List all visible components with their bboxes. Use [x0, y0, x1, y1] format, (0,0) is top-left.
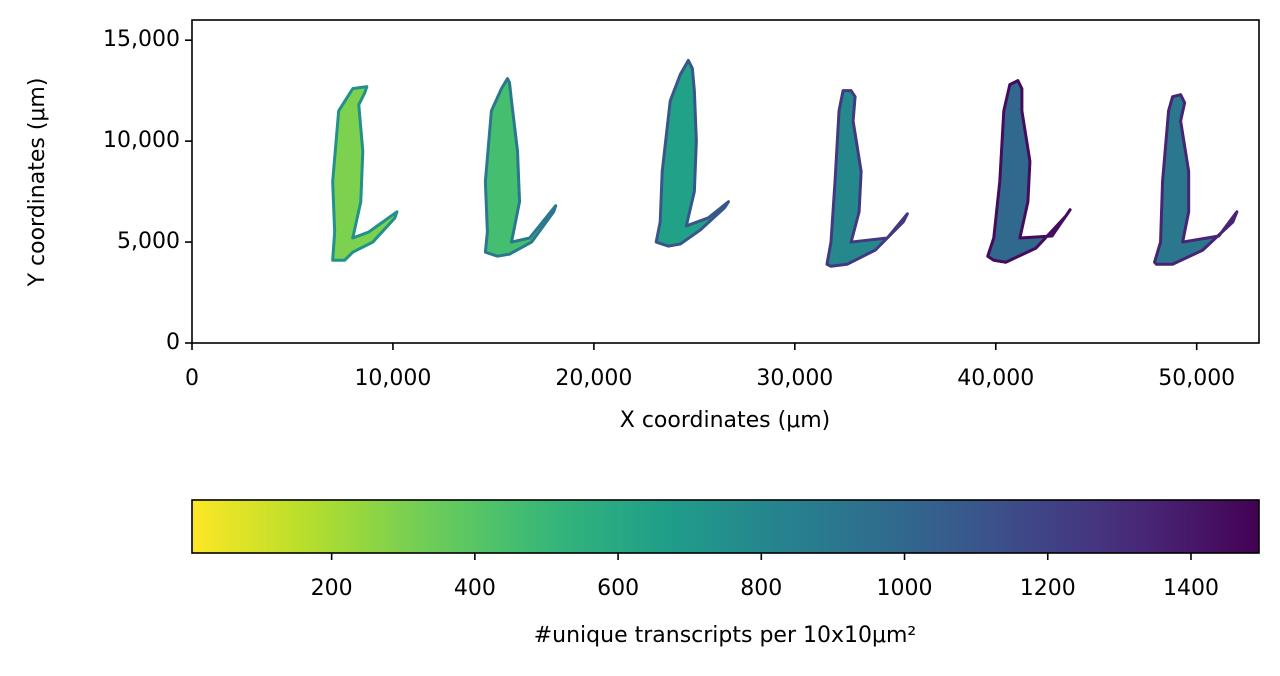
x-tick-label: 10,000: [354, 366, 431, 391]
colorbar-tick-label: 1400: [1163, 576, 1219, 601]
x-axis-label: X coordinates (μm): [620, 408, 830, 433]
tissue-section: [483, 77, 558, 258]
colorbar-tick-label: 600: [597, 576, 639, 601]
x-tick-label: 50,000: [1158, 366, 1235, 391]
colorbar-tick-label: 1200: [1020, 576, 1076, 601]
x-tick-label: 30,000: [756, 366, 833, 391]
tissue-section: [1153, 93, 1239, 266]
colorbar-tick-label: 400: [454, 576, 496, 601]
y-tick-label: 5,000: [117, 229, 180, 254]
y-axis-label: Y coordinates (μm): [25, 78, 50, 288]
colorbar-tick-label: 200: [311, 576, 353, 601]
colorbar-tick-label: 800: [740, 576, 782, 601]
tissue-section: [654, 58, 731, 248]
x-tick-label: 20,000: [555, 366, 632, 391]
plot-frame: [191, 19, 1260, 344]
y-tick-label: 10,000: [103, 128, 180, 153]
colorbar-tick-label: 1000: [877, 576, 933, 601]
tissue-section: [331, 85, 399, 262]
tissue-section: [825, 89, 909, 268]
x-tick-label: 0: [185, 366, 199, 391]
tissue-section: [986, 79, 1072, 264]
x-tick-label: 40,000: [957, 366, 1034, 391]
y-tick-label: 0: [166, 330, 180, 355]
y-tick-label: 15,000: [103, 27, 180, 52]
colorbar: [191, 499, 1260, 554]
colorbar-label: #unique transcripts per 10x10μm²: [534, 623, 917, 648]
